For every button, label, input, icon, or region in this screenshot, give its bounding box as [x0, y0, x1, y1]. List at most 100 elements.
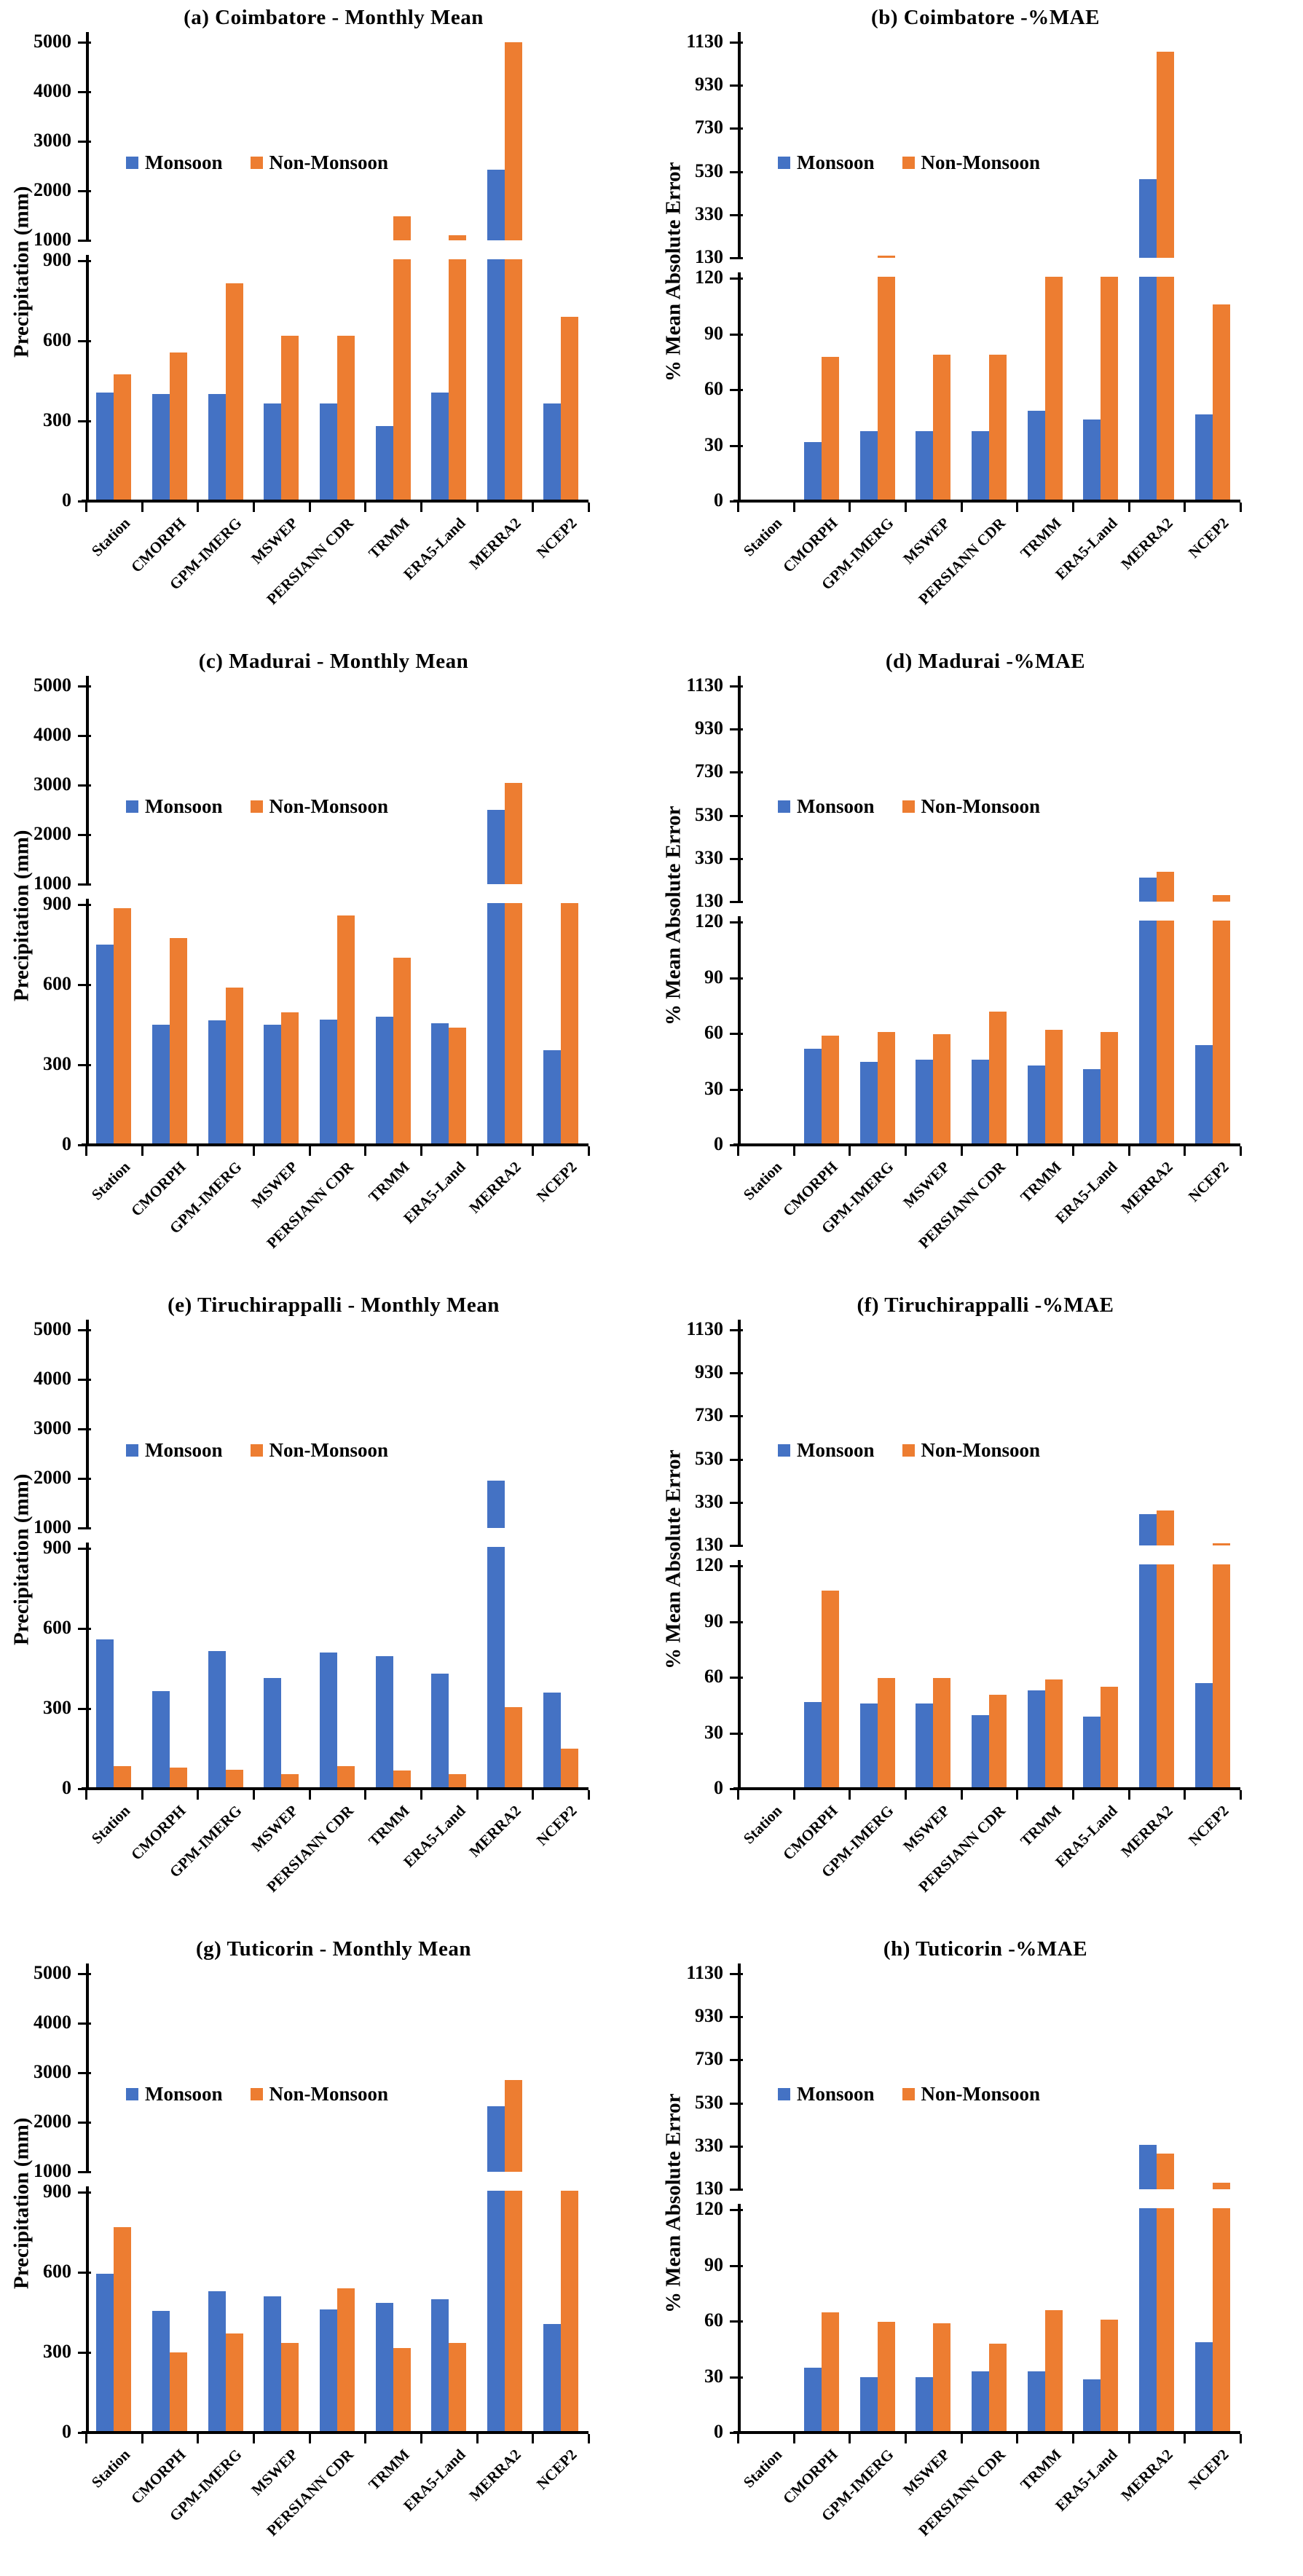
bar-non-monsoon-TRMM — [393, 2348, 411, 2431]
y-tick-label: 2000 — [34, 1467, 71, 1488]
bar-non-monsoon-ERA5-Land — [449, 259, 467, 500]
y-tick — [730, 1620, 743, 1623]
lower-axis-section: 0 300 600 900 — [43, 249, 588, 511]
x-axis-line — [82, 500, 588, 503]
x-category-label: Station — [87, 2446, 134, 2492]
legend-swatch-monsoon — [126, 800, 138, 813]
y-tick — [78, 190, 91, 192]
bar-non-monsoon-CMORPH — [822, 1590, 839, 1787]
bar-non-monsoon-upper-MERRA2 — [505, 42, 522, 240]
x-category-label: NCEP2 — [1184, 514, 1232, 562]
y-tick — [78, 1064, 91, 1066]
bar-non-monsoon-NCEP2 — [560, 316, 578, 500]
y-tick-label: 120 — [695, 2198, 723, 2219]
lower-axis-section: 0 30 60 90 120 — [695, 2198, 1240, 2442]
y-axis-spine-upper — [86, 32, 89, 240]
bar-non-monsoon-upper-MERRA2 — [1157, 2154, 1174, 2189]
y-tick-label: 0 — [62, 489, 71, 511]
x-tick — [197, 1146, 200, 1156]
bar-non-monsoon-CMORPH — [822, 356, 839, 500]
y-tick — [78, 2022, 91, 2025]
y-tick-label: 930 — [695, 2005, 723, 2027]
y-tick — [78, 1548, 91, 1550]
bar-monsoon-NCEP2 — [1194, 414, 1213, 500]
y-tick — [730, 2016, 743, 2019]
x-category-label: MSWEP — [899, 1158, 953, 1212]
y-tick — [78, 1708, 91, 1710]
chart-panel-a: (a) Coimbatore - Monthly Mean Precipitati… — [0, 0, 651, 644]
x-tick — [532, 2434, 535, 2443]
x-tick — [308, 503, 311, 512]
x-tick — [476, 1790, 479, 1800]
bar-monsoon-MSWEP — [264, 2296, 282, 2431]
y-tick-label: 530 — [695, 159, 723, 181]
bar-monsoon-ERA5-Land — [431, 393, 449, 500]
bar-non-monsoon-CMORPH — [170, 937, 187, 1143]
y-tick — [730, 84, 743, 87]
y-tick-label: 1130 — [686, 1962, 723, 1983]
y-axis-spine-upper — [86, 1963, 89, 2172]
y-tick — [730, 389, 743, 391]
y-tick — [730, 1458, 743, 1461]
x-tick — [588, 503, 590, 512]
legend-label-non-monsoon: Non-Monsoon — [269, 1439, 389, 1461]
y-axis-spine-upper — [738, 1963, 741, 2189]
y-axis-spine-upper — [86, 676, 89, 884]
legend-swatch-non-monsoon — [902, 800, 915, 813]
bar-non-monsoon-ERA5-Land — [1101, 1032, 1119, 1143]
legend-label-non-monsoon: Non-Monsoon — [921, 2083, 1041, 2105]
y-axis-spine-lower — [86, 255, 89, 501]
x-tick — [1240, 1790, 1242, 1800]
y-axis-spine-lower — [738, 272, 741, 501]
bar-non-monsoon-ERA5-Land — [1101, 277, 1119, 500]
upper-axis-section: 130 330 530 730 930 1130 — [686, 1318, 1240, 1555]
y-axis-spine-lower — [86, 1543, 89, 1789]
y-tick — [730, 1732, 743, 1735]
legend-swatch-non-monsoon — [250, 800, 263, 813]
x-tick — [792, 1790, 795, 1800]
lower-axis-section: 0 30 60 90 120 — [695, 267, 1240, 511]
y-tick-label: 600 — [43, 2261, 71, 2282]
bar-monsoon-ERA5-Land — [431, 1674, 449, 1787]
chart-title: (d) Madurai -%MAE — [885, 650, 1086, 673]
legend-label-non-monsoon: Non-Monsoon — [269, 795, 389, 817]
bar-monsoon-Station — [96, 393, 114, 500]
y-tick-label: 120 — [695, 267, 723, 288]
x-tick — [85, 503, 87, 512]
bar-non-monsoon-MSWEP — [933, 355, 951, 500]
y-tick-label: 300 — [43, 1697, 71, 1718]
y-tick-label: 900 — [43, 1537, 71, 1558]
x-tick — [420, 503, 422, 512]
legend-label-monsoon: Monsoon — [145, 1439, 223, 1461]
bar-monsoon-GPM-IMERG — [208, 394, 226, 500]
bar-non-monsoon-upper-MERRA2 — [505, 782, 522, 884]
legend: Monsoon Non-Monsoon — [126, 1439, 388, 1462]
x-tick — [737, 1146, 739, 1156]
bar-non-monsoon-upper-TRMM — [393, 216, 411, 240]
bar-non-monsoon-upper-NCEP2 — [1212, 2183, 1230, 2189]
bar-monsoon-ERA5-Land — [1083, 1069, 1101, 1143]
y-tick-label: 2000 — [34, 823, 71, 844]
bar-monsoon-TRMM — [375, 1016, 393, 1143]
x-tick — [85, 1790, 87, 1800]
x-tick — [1072, 1146, 1074, 1156]
x-tick — [849, 1146, 851, 1156]
y-tick — [730, 2145, 743, 2148]
y-tick — [730, 857, 743, 860]
bar-monsoon-MSWEP — [264, 1677, 282, 1787]
y-tick-label: 2000 — [34, 179, 71, 200]
legend: Monsoon Non-Monsoon — [778, 2083, 1040, 2106]
bar-non-monsoon-MERRA2 — [505, 259, 522, 500]
upper-axis-section: 1000 2000 3000 4000 5000 — [34, 1318, 588, 1537]
x-category-label: TRMM — [1017, 1802, 1065, 1850]
x-tick — [1072, 1790, 1074, 1800]
x-tick — [1016, 1146, 1019, 1156]
bar-monsoon-GPM-IMERG — [208, 1020, 226, 1143]
y-tick-label: 30 — [704, 1721, 723, 1743]
bar-non-monsoon-MSWEP — [281, 2343, 299, 2431]
bar-monsoon-TRMM — [1027, 410, 1045, 500]
bar-monsoon-NCEP2 — [1194, 1683, 1213, 1787]
y-tick — [78, 420, 91, 422]
bar-monsoon-NCEP2 — [1194, 2341, 1213, 2431]
y-tick-label: 130 — [695, 890, 723, 911]
